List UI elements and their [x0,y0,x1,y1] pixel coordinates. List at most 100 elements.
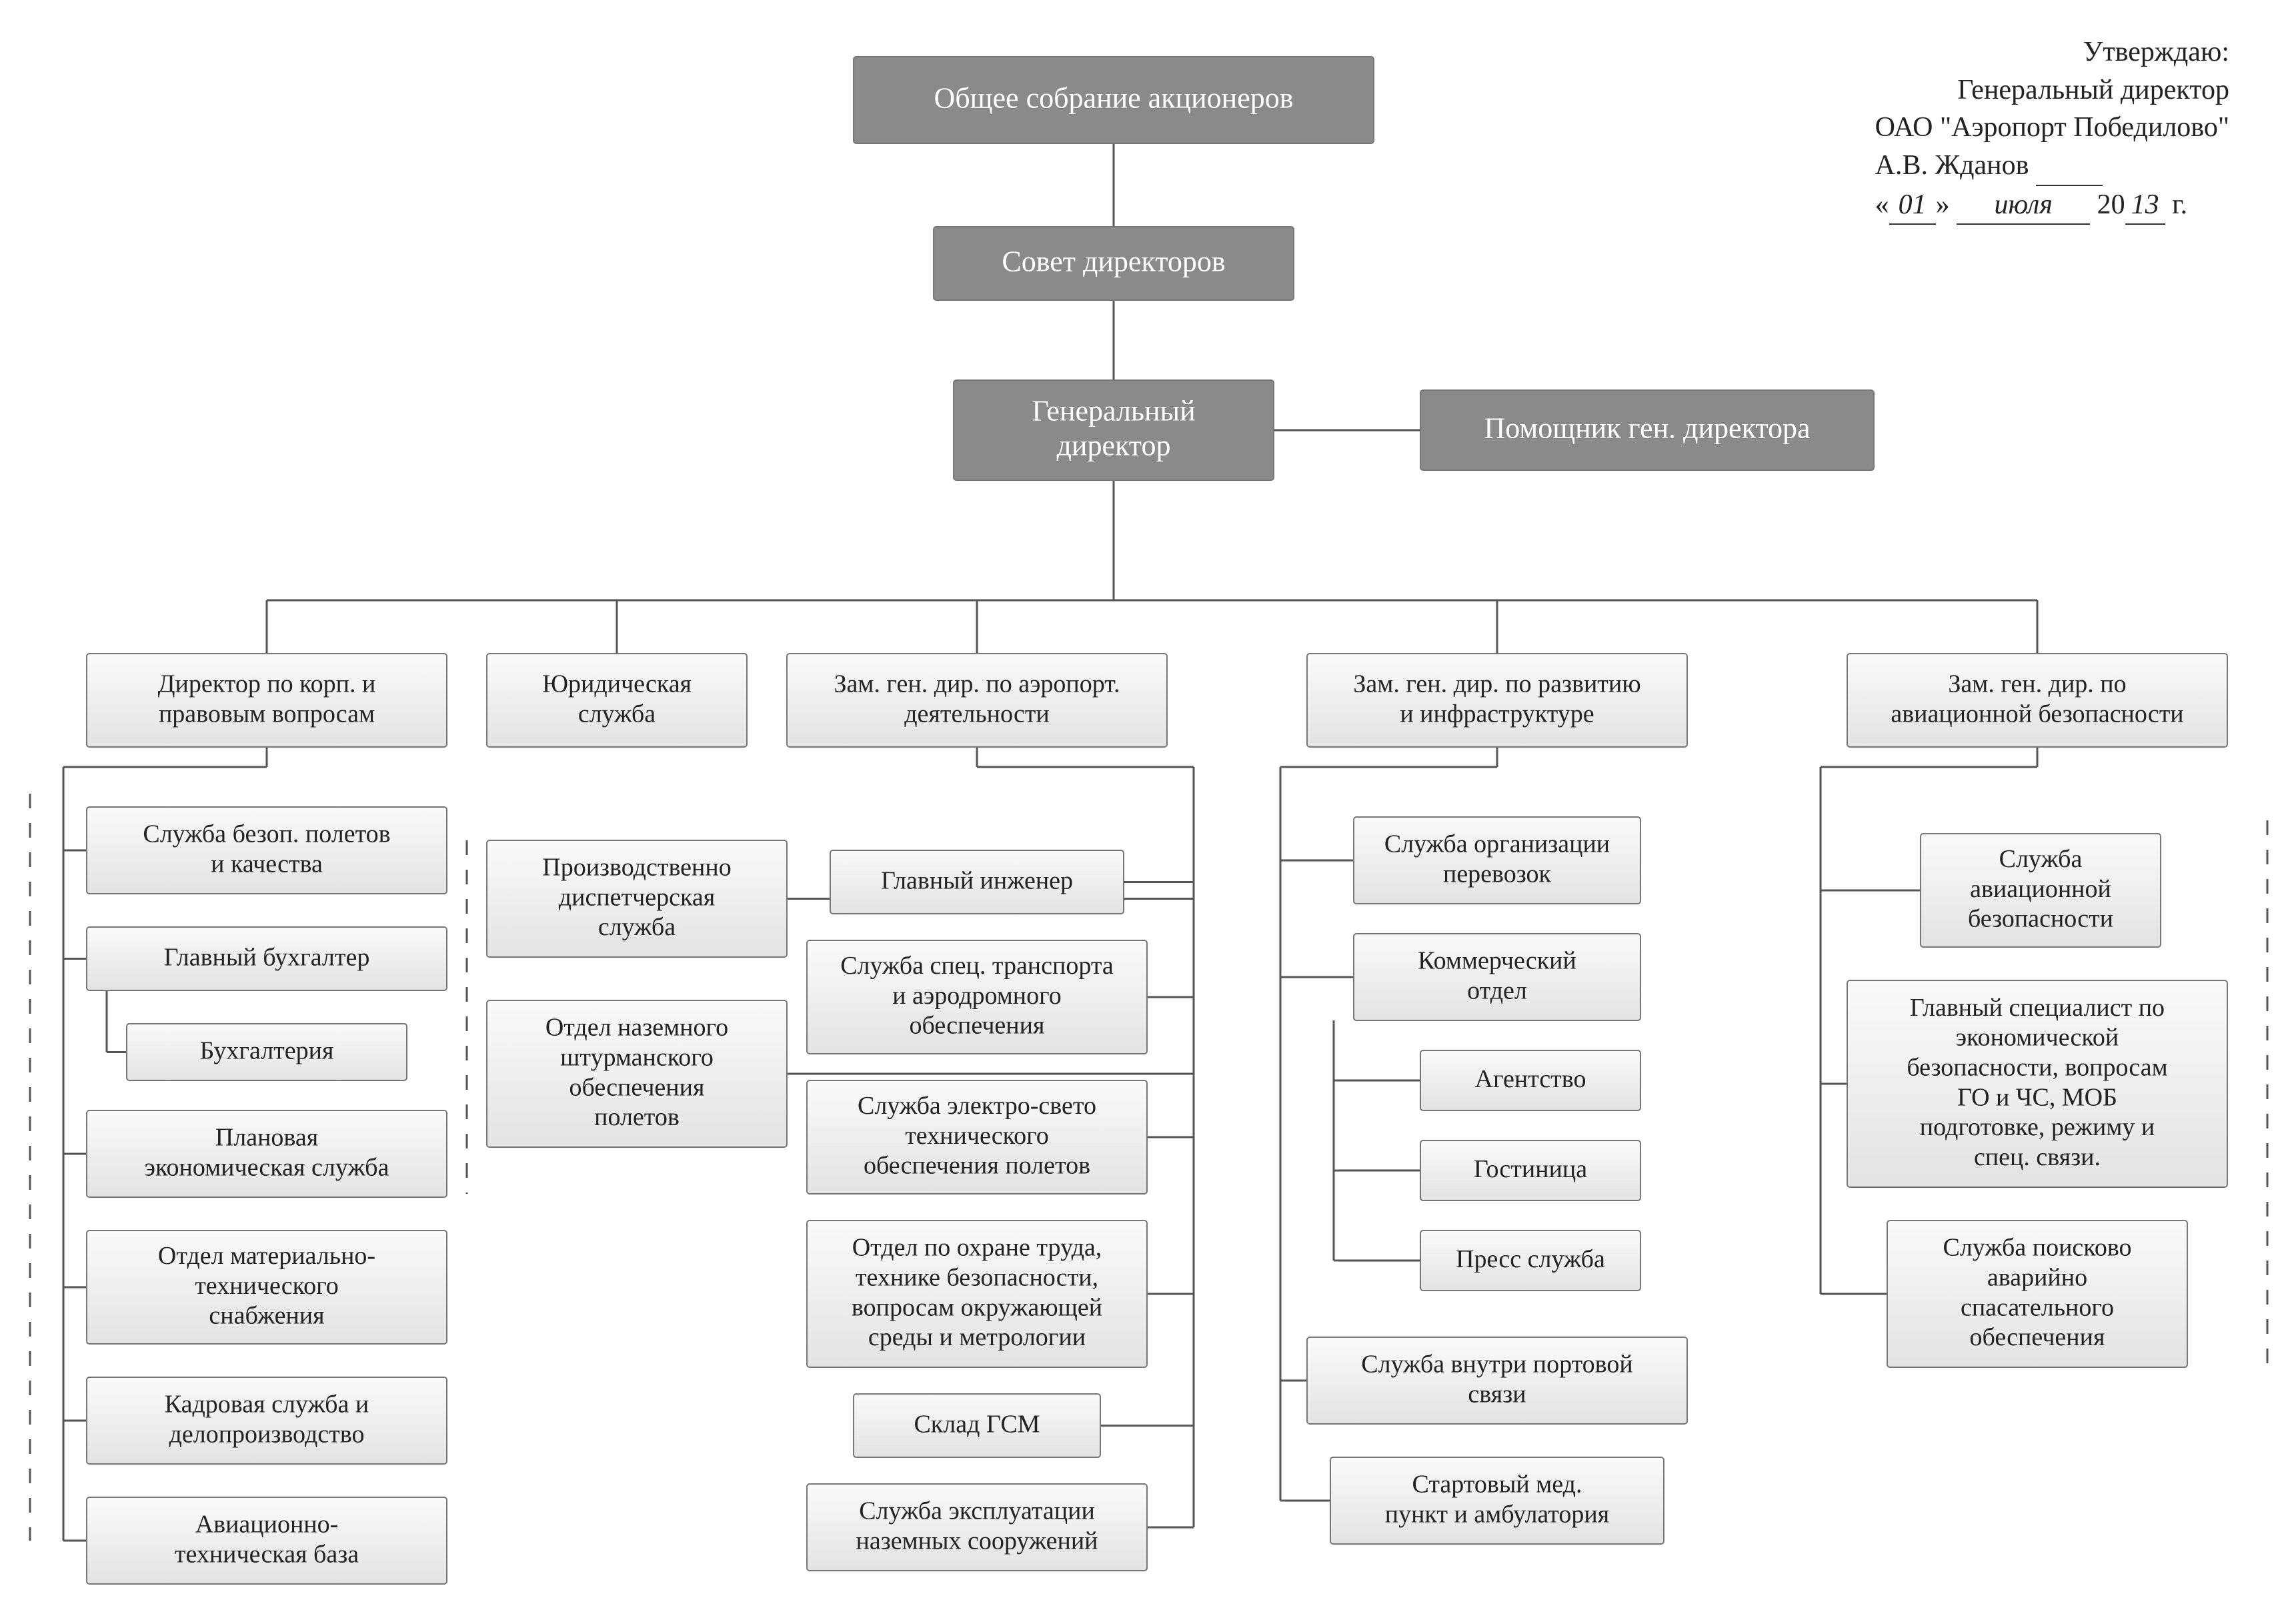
node-a2: Главный бухгалтер [87,927,447,990]
node-label: служба [598,913,676,941]
nodes: Общее собрание акционеров Совет директоро… [87,57,2227,1584]
node-c3: Зам. ген. дир. по аэропорт.деятельности [787,654,1167,747]
node-label: директор [1057,429,1171,462]
node-label: деятельности [904,700,1050,728]
node-n4: Помощник ген. директора [1420,390,1874,470]
node-label: Отдел по охране труда, [852,1234,1102,1262]
node-label: технического [195,1272,339,1300]
node-label: Зам. ген. дир. по [1948,670,2126,698]
node-label: вопросам окружающей [852,1293,1102,1321]
node-a7: Авиационно-техническая база [87,1497,447,1584]
node-label: Зам. ген. дир. по развитию [1353,670,1640,698]
node-c1: Директор по корп. иправовым вопросам [87,654,447,747]
node-label: Авиационно- [195,1510,339,1538]
node-label: диспетчерская [559,883,715,911]
node-label: авиационной [1970,875,2111,903]
node-label: Генеральный [1032,394,1195,427]
node-b2: Отдел наземногоштурманскогообеспеченияпо… [487,1000,787,1147]
node-label: Агентство [1475,1065,1586,1093]
node-label: безопасности [1968,905,2113,933]
node-label: Директор по корп. и [158,670,376,698]
node-c2: Юридическаяслужба [487,654,747,747]
node-label: Производственно [542,854,731,882]
node-label: Служба спец. транспорта [840,952,1114,980]
node-label: безопасности, вопросам [1907,1053,2167,1081]
node-label: Юридическая [542,670,692,698]
node-d1: Главный инженер [830,850,1124,914]
node-e6: Служба внутри портовойсвязи [1307,1337,1687,1424]
node-e4: Гостиница [1420,1140,1640,1200]
node-label: и качества [211,850,323,878]
node-label: полетов [594,1103,680,1131]
node-label: Служба эксплуатации [859,1497,1095,1525]
node-n1: Общее собрание акционеров [854,57,1374,143]
node-b1: Производственнодиспетчерскаяслужба [487,840,787,957]
node-label: обеспечения [1970,1323,2105,1351]
node-label: Зам. ген. дир. по аэропорт. [834,670,1120,698]
node-n2: Совет директоров [934,227,1294,300]
node-label: Служба поисково [1943,1234,2131,1262]
node-e7: Стартовый мед.пункт и амбулатория [1330,1457,1664,1544]
node-label: Общее собрание акционеров [934,81,1293,114]
node-label: технического [905,1122,1049,1150]
node-label: среды и метрологии [868,1323,1086,1351]
node-label: Кадровая служба и [165,1390,369,1418]
node-label: Коммерческий [1418,946,1576,974]
node-label: подготовке, режиму и [1920,1113,2155,1141]
node-label: Стартовый мед. [1412,1470,1582,1498]
node-label: Гостиница [1474,1155,1587,1183]
node-label: техническая база [175,1540,359,1568]
node-label: Отдел наземного [545,1014,728,1042]
node-label: обеспечения [910,1012,1045,1040]
node-label: авиационной безопасности [1891,700,2183,728]
node-label: и аэродромного [892,982,1062,1010]
node-label: наземных сооружений [856,1527,1098,1555]
node-label: обеспечения полетов [864,1152,1090,1180]
node-label: Служба организации [1384,830,1610,858]
node-label: Пресс служба [1456,1245,1605,1273]
node-e2: Коммерческийотдел [1354,934,1640,1020]
node-label: Помощник ген. директора [1484,412,1810,444]
node-label: обеспечения [569,1073,705,1101]
node-label: штурманского [560,1043,714,1071]
node-d3: Служба электро-светотехническогообеспече… [807,1080,1147,1194]
node-e1: Служба организацииперевозок [1354,817,1640,904]
node-label: и инфраструктуре [1400,700,1594,728]
node-a3: Бухгалтерия [127,1024,407,1080]
node-d6: Служба эксплуатацииназемных сооружений [807,1484,1147,1571]
node-f1: Службаавиационнойбезопасности [1921,834,2161,947]
node-label: Служба безоп. полетов [143,820,390,848]
node-label: делопроизводство [169,1420,365,1448]
node-label: Главный инженер [881,866,1073,894]
node-d4: Отдел по охране труда,технике безопаснос… [807,1221,1147,1367]
node-a4: Плановаяэкономическая служба [87,1110,447,1197]
node-label: экономическая служба [145,1153,389,1181]
node-label: ГО и ЧС, МОБ [1957,1083,2117,1111]
node-label: отдел [1467,976,1527,1004]
node-label: экономической [1956,1024,2119,1052]
node-d2: Служба спец. транспортаи аэродромногообе… [807,940,1147,1054]
node-f2: Главный специалист поэкономическойбезопа… [1847,980,2227,1187]
node-label: перевозок [1443,860,1552,888]
node-label: связи [1468,1380,1526,1408]
node-label: Служба [1999,845,2083,873]
node-label: аварийно [1987,1263,2087,1291]
page: Утверждаю: Генеральный директор ОАО "Аэр… [0,0,2296,1614]
node-label: Главный бухгалтер [164,943,370,971]
node-label: служба [578,700,656,728]
node-label: правовым вопросам [159,700,375,728]
node-label: Бухгалтерия [200,1036,334,1064]
node-a5: Отдел материально-техническогоснабжения [87,1231,447,1344]
org-chart: Общее собрание акционеров Совет директоро… [0,0,2296,1614]
node-label: пункт и амбулатория [1385,1500,1609,1528]
node-label: Склад ГСМ [914,1410,1040,1438]
node-a6: Кадровая служба иделопроизводство [87,1377,447,1464]
node-f3: Служба поисковоаварийноспасательногообес… [1887,1221,2187,1367]
node-n3: Генеральныйдиректор [954,380,1274,480]
node-label: Служба внутри портовой [1361,1350,1632,1378]
node-label: Отдел материально- [158,1242,375,1270]
node-c5: Зам. ген. дир. поавиационной безопасност… [1847,654,2227,747]
node-d5: Склад ГСМ [854,1394,1100,1457]
node-e3: Агентство [1420,1050,1640,1110]
node-e5: Пресс служба [1420,1231,1640,1291]
